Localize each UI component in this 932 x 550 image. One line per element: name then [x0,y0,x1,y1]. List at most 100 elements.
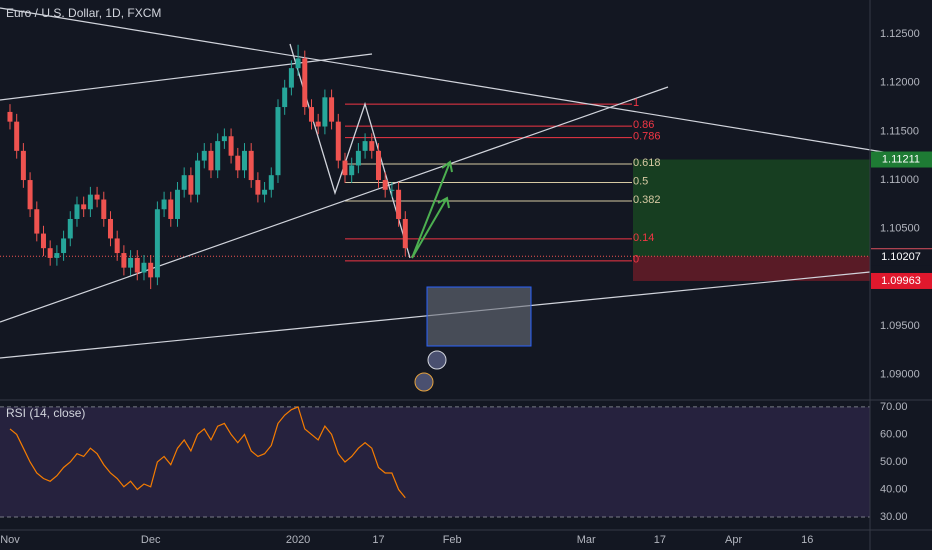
fib-label: 0.14 [633,232,654,244]
x-tick-label: Feb [443,534,462,546]
fib-label: 0.382 [633,194,661,206]
candle-body [188,175,194,195]
candle-body [396,189,402,219]
x-tick-label: Nov [0,534,20,546]
candle-body [342,160,348,176]
candle-body [382,180,388,190]
fib-label: 0.5 [633,175,648,187]
candle-body [107,218,113,239]
candle-body [221,136,227,142]
y-tick-label: 1.11500 [880,125,919,137]
chart-title: Euro / U.S. Dollar, 1D, FXCM [6,6,161,20]
candle-body [235,155,241,171]
y-tick-label: 1.09000 [880,369,920,381]
candle-body [47,248,53,258]
y-tick-label: 1.10500 [880,223,920,235]
loss-zone [633,256,870,281]
candle-body [67,218,73,239]
candle-body [375,150,381,181]
candle-body [248,150,254,181]
candle-body [268,175,274,190]
candle-body [128,257,134,268]
price-tag-bg [871,249,932,266]
candle-body [154,209,160,278]
projection-arrows [411,160,453,259]
candle-body [329,97,335,122]
annotation-box [426,286,532,347]
fib-label: 0.786 [633,131,661,143]
x-tick-label: Mar [577,534,596,546]
candle-body [14,121,20,151]
candle-body [134,257,140,273]
candle-body [27,180,33,210]
price-tag: 1.11211 [882,153,920,165]
trendline [0,86,669,323]
event-icon[interactable] [427,350,447,370]
candle-body [308,107,314,122]
candle-body [114,238,120,254]
candle-body [74,204,80,219]
fib-label: 0 [633,254,639,266]
candle-body [275,107,281,176]
candle-body [362,141,368,151]
candle-body [208,150,214,171]
rsi-title: RSI (14, close) [6,406,85,420]
candle-body [215,141,221,171]
fib-label: 1 [633,97,639,109]
y-tick-label: 1.11000 [880,174,919,186]
price-tag: 1.09963 [881,275,921,287]
trendline [0,53,373,101]
y-tick-label: 30.00 [880,511,908,523]
y-tick-label: 70.00 [880,401,908,413]
x-tick-label: 2020 [286,534,310,546]
rsi-band [0,406,870,518]
candle-body [195,160,201,195]
y-tick-label: 1.12000 [880,77,920,89]
candle-body [349,165,355,176]
candle-body [302,58,308,108]
event-icon[interactable] [414,372,434,392]
x-tick-label: 17 [372,534,384,546]
candle-body [201,150,207,161]
candle-body [369,141,375,151]
candle-body [282,87,288,108]
candle-body [315,121,321,127]
candle-body [174,189,180,219]
y-tick-label: 50.00 [880,456,908,468]
candle-body [7,111,13,122]
candle-body [148,262,154,278]
candle-body [355,150,361,166]
candle-body [228,136,234,156]
candle-body [168,199,174,219]
drawings [0,7,932,392]
candle-body [34,209,40,234]
candle-body [61,238,67,254]
candle-body [101,199,107,219]
candle-body [295,58,301,69]
candle-body [288,68,294,88]
y-tick-label: 1.09500 [880,320,920,332]
candle-body [181,175,187,190]
y-tick-label: 40.00 [880,483,908,495]
y-tick-label: 1.12500 [880,28,920,40]
candle-body [161,199,167,210]
candle-body [241,150,247,171]
candle-body [54,253,60,258]
fib-label: 0.86 [633,119,654,131]
candle-body [262,189,268,195]
profit-zone [633,159,870,257]
candle-body [87,194,93,210]
rsi-line [9,406,406,499]
candle-body [20,150,26,181]
candle-body [141,262,147,273]
price-tag: 1.10207 [881,251,921,263]
x-tick-label: 17 [654,534,666,546]
x-tick-label: 16 [801,534,813,546]
y-tick-label: 60.00 [880,428,908,440]
candle-body [322,97,328,127]
candle-body [121,253,127,268]
candle-body [81,204,87,210]
fib-label: 0.618 [633,157,661,169]
candle-body [389,189,395,191]
